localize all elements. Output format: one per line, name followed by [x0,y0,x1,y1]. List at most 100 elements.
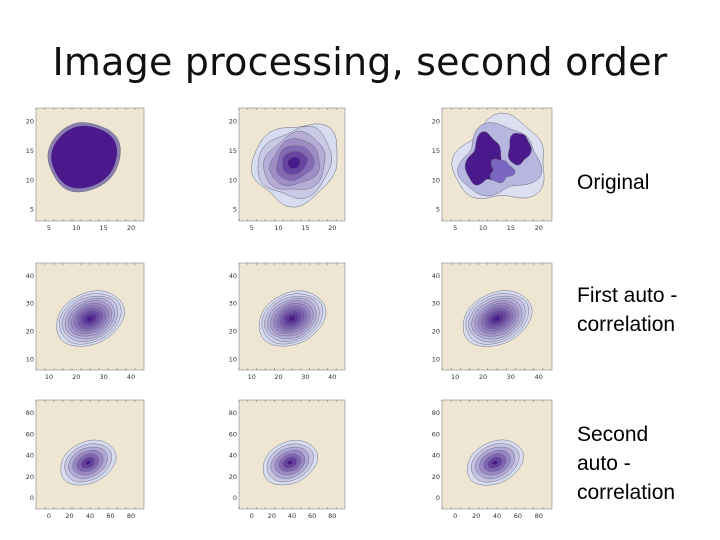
x-tick-label: 20 [65,512,73,520]
contour-levels [251,123,338,208]
y-tick-label: 15 [229,147,237,155]
contour-plot-r2-c3: 40 30 20 10 10 20 30 40 [432,262,553,381]
y-tick-label: 10 [26,355,34,363]
slide-title: Image processing, second order [52,40,668,84]
x-tick-label: 20 [328,224,336,232]
x-tick-label: 10 [479,224,487,232]
y-tick-label: 5 [30,206,34,214]
y-tick-label: 40 [26,452,34,460]
contour-levels [56,290,125,347]
contour-plot-r2-c2: 40 30 20 10 10 20 30 40 [229,262,346,381]
y-tick-label: 20 [432,118,440,126]
x-tick-label: 60 [308,512,316,520]
y-tick-label: 40 [432,452,440,460]
y-tick-label: 15 [26,147,34,155]
x-tick-label: 40 [493,512,501,520]
y-tick-label: 5 [233,206,237,214]
y-tick-label: 60 [432,430,440,438]
x-tick-label: 60 [106,512,114,520]
y-tick-label: 0 [30,494,34,502]
row-label-original: Original [577,171,650,194]
x-tick-label: 5 [453,224,457,232]
row-label-second-autocorrelation: Second auto - correlation [577,423,676,504]
x-tick-label: 30 [507,373,515,381]
y-tick-label: 20 [432,327,440,335]
x-tick-label: 0 [250,512,254,520]
x-tick-label: 0 [453,512,457,520]
contour-plot-r1-c2: 20 15 10 5 5 10 15 20 [229,107,346,232]
y-tick-label: 30 [432,300,440,308]
x-tick-label: 20 [274,373,282,381]
y-tick-label: 80 [26,409,34,417]
x-tick-label: 20 [479,373,487,381]
y-tick-label: 20 [26,473,34,481]
x-tick-label: 80 [328,512,336,520]
y-tick-label: 20 [26,327,34,335]
y-tick-label: 20 [432,473,440,481]
contour-plot-r3-c3: 80 60 40 20 0 0 20 40 60 80 [432,399,553,520]
x-tick-label: 20 [127,224,135,232]
y-tick-label: 15 [432,147,440,155]
x-tick-label: 60 [514,512,522,520]
x-tick-label: 15 [100,224,108,232]
contour-plot-r1-c1: 20 15 10 5 5 10 15 20 [26,107,145,232]
x-tick-label: 30 [301,373,309,381]
contour-levels [262,439,319,486]
y-tick-label: 5 [436,206,440,214]
x-tick-label: 40 [328,373,336,381]
y-tick-label: 80 [229,409,237,417]
x-tick-label: 40 [288,512,296,520]
y-tick-label: 40 [432,272,440,280]
y-tick-label: 20 [26,118,34,126]
x-tick-label: 5 [250,224,254,232]
y-tick-label: 80 [432,409,440,417]
x-tick-label: 40 [86,512,94,520]
y-tick-label: 20 [229,327,237,335]
contour-levels [451,112,545,199]
x-tick-label: 10 [248,373,256,381]
x-tick-label: 10 [72,224,80,232]
y-tick-label: 10 [432,355,440,363]
contour-plot-r1-c3: 20 15 10 5 5 10 15 20 [432,107,553,232]
contour-plot-r3-c2: 80 60 40 20 0 0 20 40 60 80 [229,399,346,520]
y-tick-label: 10 [432,176,440,184]
x-tick-label: 10 [274,224,282,232]
contour-levels [258,290,327,347]
y-tick-label: 10 [229,176,237,184]
contour-levels [467,439,524,486]
contour-levels [47,122,121,193]
x-tick-label: 20 [268,512,276,520]
y-tick-label: 20 [229,473,237,481]
x-tick-label: 10 [45,373,53,381]
contour-plot-r2-c1: 40 30 20 10 10 20 30 40 [26,262,145,381]
y-tick-label: 10 [26,176,34,184]
x-tick-label: 5 [47,224,51,232]
y-tick-label: 0 [233,494,237,502]
y-tick-label: 0 [436,494,440,502]
x-tick-label: 80 [127,512,135,520]
x-tick-label: 40 [535,373,543,381]
y-tick-label: 10 [229,355,237,363]
x-tick-label: 20 [472,512,480,520]
y-tick-label: 60 [229,430,237,438]
y-tick-label: 30 [229,300,237,308]
y-tick-label: 40 [26,272,34,280]
x-tick-label: 80 [535,512,543,520]
y-tick-label: 30 [26,300,34,308]
row-label-first-autocorrelation: First auto - correlation [577,284,678,336]
y-tick-label: 60 [26,430,34,438]
x-tick-label: 20 [535,224,543,232]
x-tick-label: 40 [127,373,135,381]
x-tick-label: 10 [451,373,459,381]
x-tick-label: 15 [301,224,309,232]
contour-levels [60,439,117,486]
y-tick-label: 20 [229,118,237,126]
x-tick-label: 30 [100,373,108,381]
y-tick-label: 40 [229,272,237,280]
x-tick-label: 15 [507,224,515,232]
x-tick-label: 20 [72,373,80,381]
contour-plot-r3-c1: 80 60 40 20 0 0 20 40 60 80 [26,399,145,520]
y-tick-label: 40 [229,452,237,460]
x-tick-label: 0 [47,512,51,520]
contour-levels [462,290,533,347]
